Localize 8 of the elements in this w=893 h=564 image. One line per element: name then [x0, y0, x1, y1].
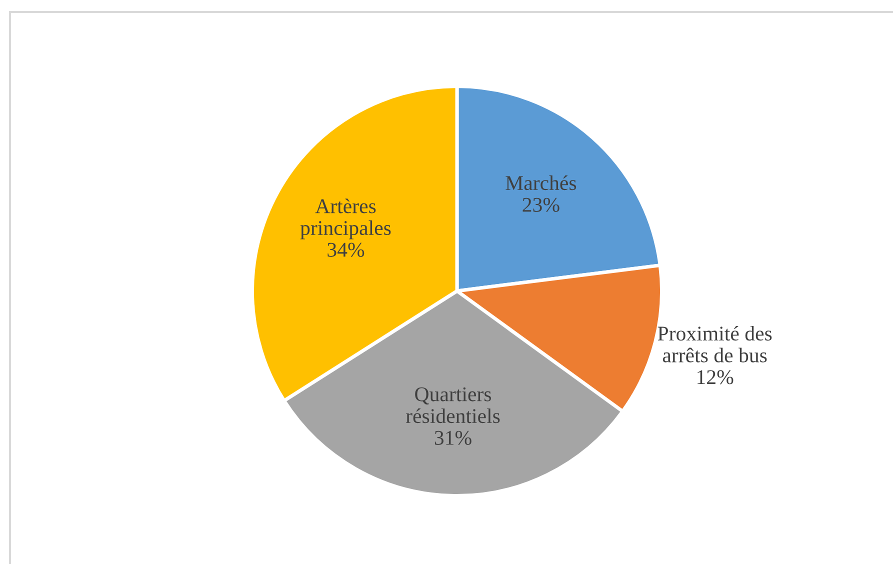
slice-label: Quartiers résidentiels	[406, 387, 500, 424]
data-label: 31%	[434, 430, 472, 445]
data-label: 23%	[522, 198, 560, 212]
slice-label: Proximité des arrêts de bus	[658, 326, 772, 362]
data-label: 34%	[328, 242, 364, 257]
slice-label: Marchés	[506, 175, 576, 190]
slice-label: Artères principales	[300, 198, 391, 240]
data-label: 12%	[698, 370, 734, 384]
